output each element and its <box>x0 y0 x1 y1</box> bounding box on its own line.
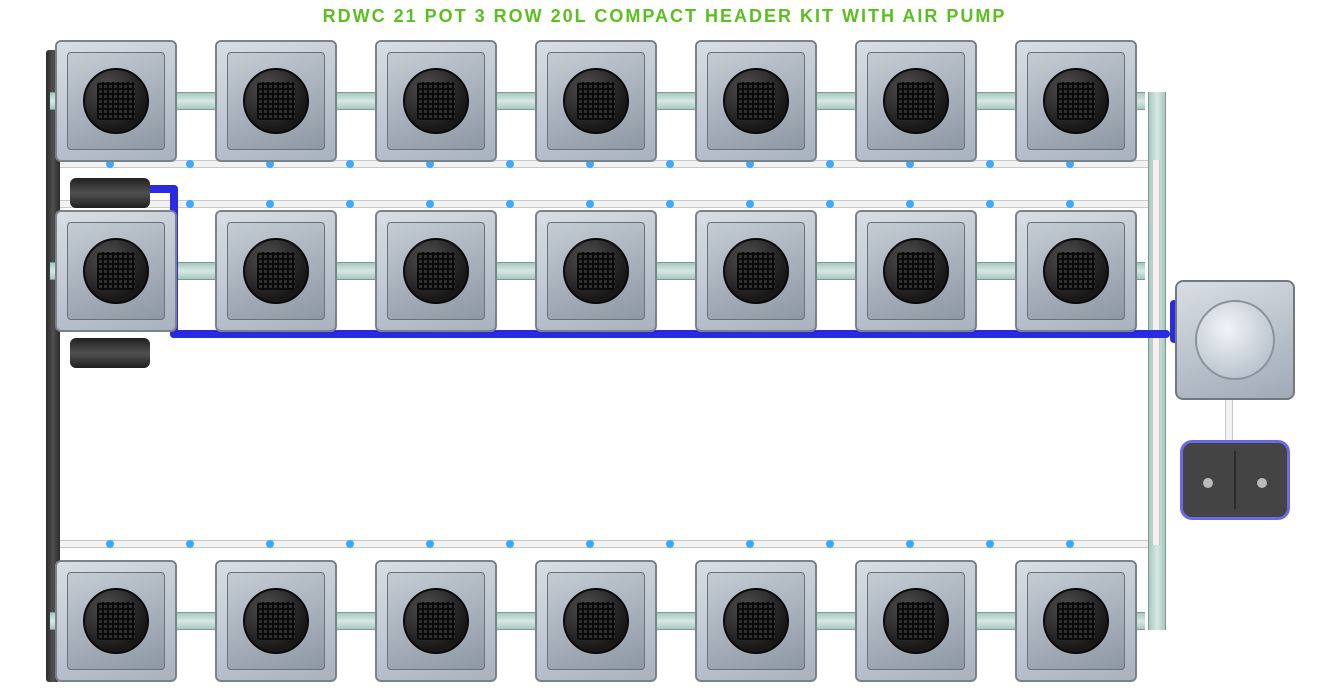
pot-15 <box>55 560 177 682</box>
pot-21 <box>1015 560 1137 682</box>
air-dot-r1-12 <box>986 160 994 168</box>
inline-fitting-2 <box>70 338 150 368</box>
air-dot-r3-3 <box>266 540 274 548</box>
air-dot-r3-11 <box>906 540 914 548</box>
air-dot-r3-6 <box>506 540 514 548</box>
air-dot-r2-3 <box>266 200 274 208</box>
air-dot-r2-2 <box>186 200 194 208</box>
air-pump <box>1180 440 1290 520</box>
pot-5 <box>695 40 817 162</box>
air-line-right <box>1152 160 1160 545</box>
air-dot-r2-9 <box>746 200 754 208</box>
inline-fitting-1 <box>70 178 150 208</box>
pot-19 <box>695 560 817 682</box>
air-dot-r2-11 <box>906 200 914 208</box>
air-dot-r2-4 <box>346 200 354 208</box>
pot-4 <box>535 40 657 162</box>
air-dot-r3-5 <box>426 540 434 548</box>
air-dot-r1-10 <box>826 160 834 168</box>
air-dot-r3-2 <box>186 540 194 548</box>
pot-18 <box>535 560 657 682</box>
air-dot-r2-12 <box>986 200 994 208</box>
air-dot-r1-8 <box>666 160 674 168</box>
pot-1 <box>55 40 177 162</box>
pot-11 <box>535 210 657 332</box>
pot-14 <box>1015 210 1137 332</box>
pot-8 <box>55 210 177 332</box>
air-dot-r1-2 <box>186 160 194 168</box>
pot-2 <box>215 40 337 162</box>
pot-12 <box>695 210 817 332</box>
pot-9 <box>215 210 337 332</box>
air-dot-r2-5 <box>426 200 434 208</box>
air-dot-r2-8 <box>666 200 674 208</box>
header-tank <box>1175 280 1295 400</box>
air-dot-r2-13 <box>1066 200 1074 208</box>
pot-10 <box>375 210 497 332</box>
air-line-row-2 <box>60 200 1148 208</box>
air-dot-r3-13 <box>1066 540 1074 548</box>
pot-6 <box>855 40 977 162</box>
air-dot-r1-4 <box>346 160 354 168</box>
air-feed-1 <box>1225 400 1233 445</box>
pot-13 <box>855 210 977 332</box>
air-dot-r3-4 <box>346 540 354 548</box>
air-dot-r2-7 <box>586 200 594 208</box>
air-dot-r3-1 <box>106 540 114 548</box>
air-dot-r3-10 <box>826 540 834 548</box>
air-dot-r3-12 <box>986 540 994 548</box>
air-dot-r1-6 <box>506 160 514 168</box>
air-dot-r3-8 <box>666 540 674 548</box>
pot-16 <box>215 560 337 682</box>
diagram-stage <box>0 0 1329 700</box>
pot-3 <box>375 40 497 162</box>
pot-17 <box>375 560 497 682</box>
air-dot-r2-6 <box>506 200 514 208</box>
air-dot-r2-10 <box>826 200 834 208</box>
air-dot-r3-7 <box>586 540 594 548</box>
pot-7 <box>1015 40 1137 162</box>
air-dot-r3-9 <box>746 540 754 548</box>
air-line-row-3 <box>60 540 1148 548</box>
pot-20 <box>855 560 977 682</box>
